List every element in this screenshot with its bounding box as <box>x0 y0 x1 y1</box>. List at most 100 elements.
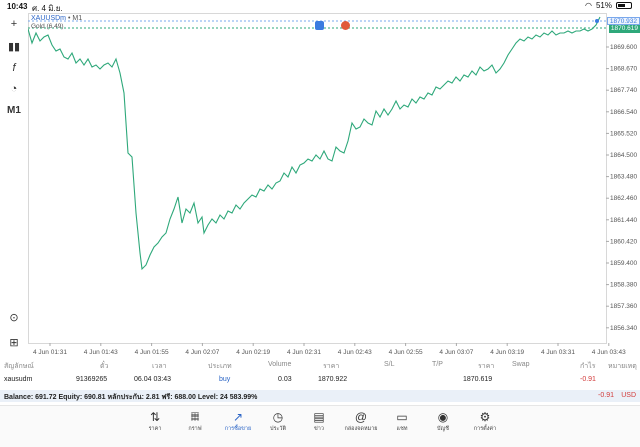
chart-icon: 𝄜 <box>190 410 200 424</box>
balance-bar: Balance: 691.72 Equity: 690.81 หลักประกั… <box>0 390 640 402</box>
col-swap: Swap <box>512 361 530 368</box>
symbol-name: XAUUSDm <box>31 15 67 22</box>
quotes-icon: ⇅ <box>149 410 161 424</box>
row-ticket: 91369265 <box>76 376 108 383</box>
candlestick-icon[interactable]: ▮▮ <box>7 40 21 53</box>
nav-settings[interactable]: ⚙ การตั้งค่า <box>467 410 503 433</box>
row-time: 06.04 03:43 <box>134 376 171 383</box>
col-volume: Volume <box>268 361 292 368</box>
nav-account[interactable]: ◉ บัญชี <box>425 410 461 433</box>
time-tick-label: 4 Jun 01:43 <box>84 349 118 356</box>
row-open-price: 1870.922 <box>318 376 348 383</box>
nav-label: การตั้งค่า <box>473 426 497 432</box>
col-type: ประเภท <box>208 363 232 370</box>
account-icon: ◉ <box>437 410 449 424</box>
crosshair-icon[interactable]: + <box>10 18 18 30</box>
chart-canvas[interactable]: 1869.600 1868.670 1867.740 1866.540 1865.520… <box>28 13 640 362</box>
objects-icon[interactable]: ◔ <box>10 83 18 95</box>
chart-toolbar: + ▮▮ f ◔ M1 ⊙ ⊞ <box>0 13 28 352</box>
col-profit: กำไร <box>580 363 596 370</box>
trade-icon: ↗ <box>232 410 244 424</box>
col-comment: หมายเหตุ <box>608 363 637 370</box>
currency: USD <box>621 392 636 399</box>
time-tick-label: 4 Jun 02:43 <box>338 349 372 356</box>
col-symbol: สัญลักษณ์ <box>4 363 34 370</box>
price-tick-label: 1867.740 <box>610 87 637 94</box>
row-current-price: 1870.619 <box>463 376 493 383</box>
row-volume: 0.03 <box>278 376 292 383</box>
time-tick-label: 4 Jun 02:07 <box>185 349 219 356</box>
time-tick-label: 4 Jun 03:31 <box>541 349 575 356</box>
nav-news[interactable]: ▤ ข่าว <box>301 410 337 433</box>
table-row[interactable]: xausudm 91369265 06.04 03:43 buy 0.03 18… <box>0 374 640 386</box>
mailbox-icon: @ <box>354 410 368 424</box>
bid-price-tag: 1870.619 <box>608 25 640 33</box>
row-profit: -0.91 <box>580 376 596 383</box>
price-tick-label: 1856.340 <box>610 325 637 332</box>
nav-chart[interactable]: 𝄜 กราฟ <box>177 410 213 433</box>
total-profit: -0.91 <box>598 392 614 399</box>
price-tick-label: 1864.500 <box>610 152 637 159</box>
balance-text: Balance: 691.72 Equity: 690.81 หลักประกั… <box>4 394 258 401</box>
price-tick-label: 1869.600 <box>610 44 637 51</box>
buy-oneclick-button[interactable] <box>341 21 350 30</box>
nav-label: กล่องจดหมาย <box>344 426 378 432</box>
battery-percent: 51% <box>595 1 612 10</box>
col-ticket: ตั๋ว <box>100 363 109 370</box>
nav-label: แชท <box>396 426 408 432</box>
col-time: เวลา <box>152 363 167 370</box>
row-type: buy <box>219 376 231 383</box>
time-tick-label: 4 Jun 02:55 <box>389 349 423 356</box>
price-tick-label: 1866.540 <box>610 109 637 116</box>
nav-label: ประวัติ <box>269 426 287 432</box>
price-tick-label: 1858.380 <box>610 282 637 289</box>
bottom-nav: ⇅ ราคา 𝄜 กราฟ ↗ การซื้อขาย ◷ ประวัติ ▤ ข… <box>0 405 640 447</box>
sell-oneclick-button[interactable] <box>315 21 324 30</box>
price-tick-label: 1863.480 <box>610 174 637 181</box>
status-time: 10:43 <box>7 2 28 11</box>
time-tick-label: 4 Jun 03:19 <box>490 349 524 356</box>
symbol-timeframe: M1 <box>72 15 83 22</box>
price-tick-label: 1862.460 <box>610 195 637 202</box>
nav-history[interactable]: ◷ ประวัติ <box>260 410 296 433</box>
indicator-icon[interactable]: f <box>12 62 16 74</box>
col-sl: S/L <box>384 361 395 368</box>
wifi-icon: ◠ <box>585 1 592 10</box>
col-current-price: ราคา <box>478 363 495 370</box>
price-tick-label: 1860.420 <box>610 238 637 245</box>
add-icon[interactable]: ⊞ <box>9 336 19 349</box>
nav-trade[interactable]: ↗ การซื้อขาย <box>220 410 256 433</box>
nav-label: บัญชี <box>437 426 449 432</box>
time-tick-label: 4 Jun 01:55 <box>135 349 169 356</box>
nav-chat[interactable]: ▭ แชท <box>384 410 420 433</box>
battery-icon <box>616 2 632 9</box>
timeframe-button[interactable]: M1 <box>7 104 21 116</box>
price-chart[interactable]: 1869.600 1868.670 1867.740 1866.540 1865.520… <box>28 13 640 362</box>
time-tick-label: 4 Jun 01:31 <box>33 349 67 356</box>
row-symbol: xausudm <box>4 376 33 383</box>
time-tick-label: 4 Jun 02:31 <box>287 349 321 356</box>
status-date: ศ. 4 มิ.ย. <box>32 4 63 13</box>
nav-label: ราคา <box>148 426 162 432</box>
nav-label: กราฟ <box>188 426 202 432</box>
time-tick-label: 4 Jun 03:43 <box>592 349 626 356</box>
nav-mailbox[interactable]: @ กล่องจดหมาย <box>343 410 379 433</box>
plot-border <box>28 13 607 344</box>
nav-label: ข่าว <box>314 426 324 432</box>
symbol-description: Gold (6.49) <box>31 23 64 30</box>
chat-icon: ▭ <box>396 410 408 424</box>
time-tick-label: 4 Jun 03:07 <box>439 349 473 356</box>
price-tick-label: 1868.670 <box>610 66 637 73</box>
zoom-icon[interactable]: ⊙ <box>9 311 19 324</box>
nav-quotes[interactable]: ⇅ ราคา <box>137 410 173 433</box>
price-tick-label: 1857.360 <box>610 303 637 310</box>
time-tick-label: 4 Jun 02:19 <box>236 349 270 356</box>
trade-table-header: สัญลักษณ์ ตั๋ว เวลา ประเภท Volume ราคา S… <box>0 359 640 371</box>
col-price: ราคา <box>323 363 340 370</box>
price-tick-label: 1861.440 <box>610 217 637 224</box>
last-price-dot <box>595 19 599 23</box>
history-icon: ◷ <box>272 410 284 424</box>
symbol-label: XAUUSDm • M1 <box>31 15 83 22</box>
status-bar: 10:43 ศ. 4 มิ.ย. ◠ 51% <box>0 0 640 13</box>
col-tp: T/P <box>432 361 443 368</box>
